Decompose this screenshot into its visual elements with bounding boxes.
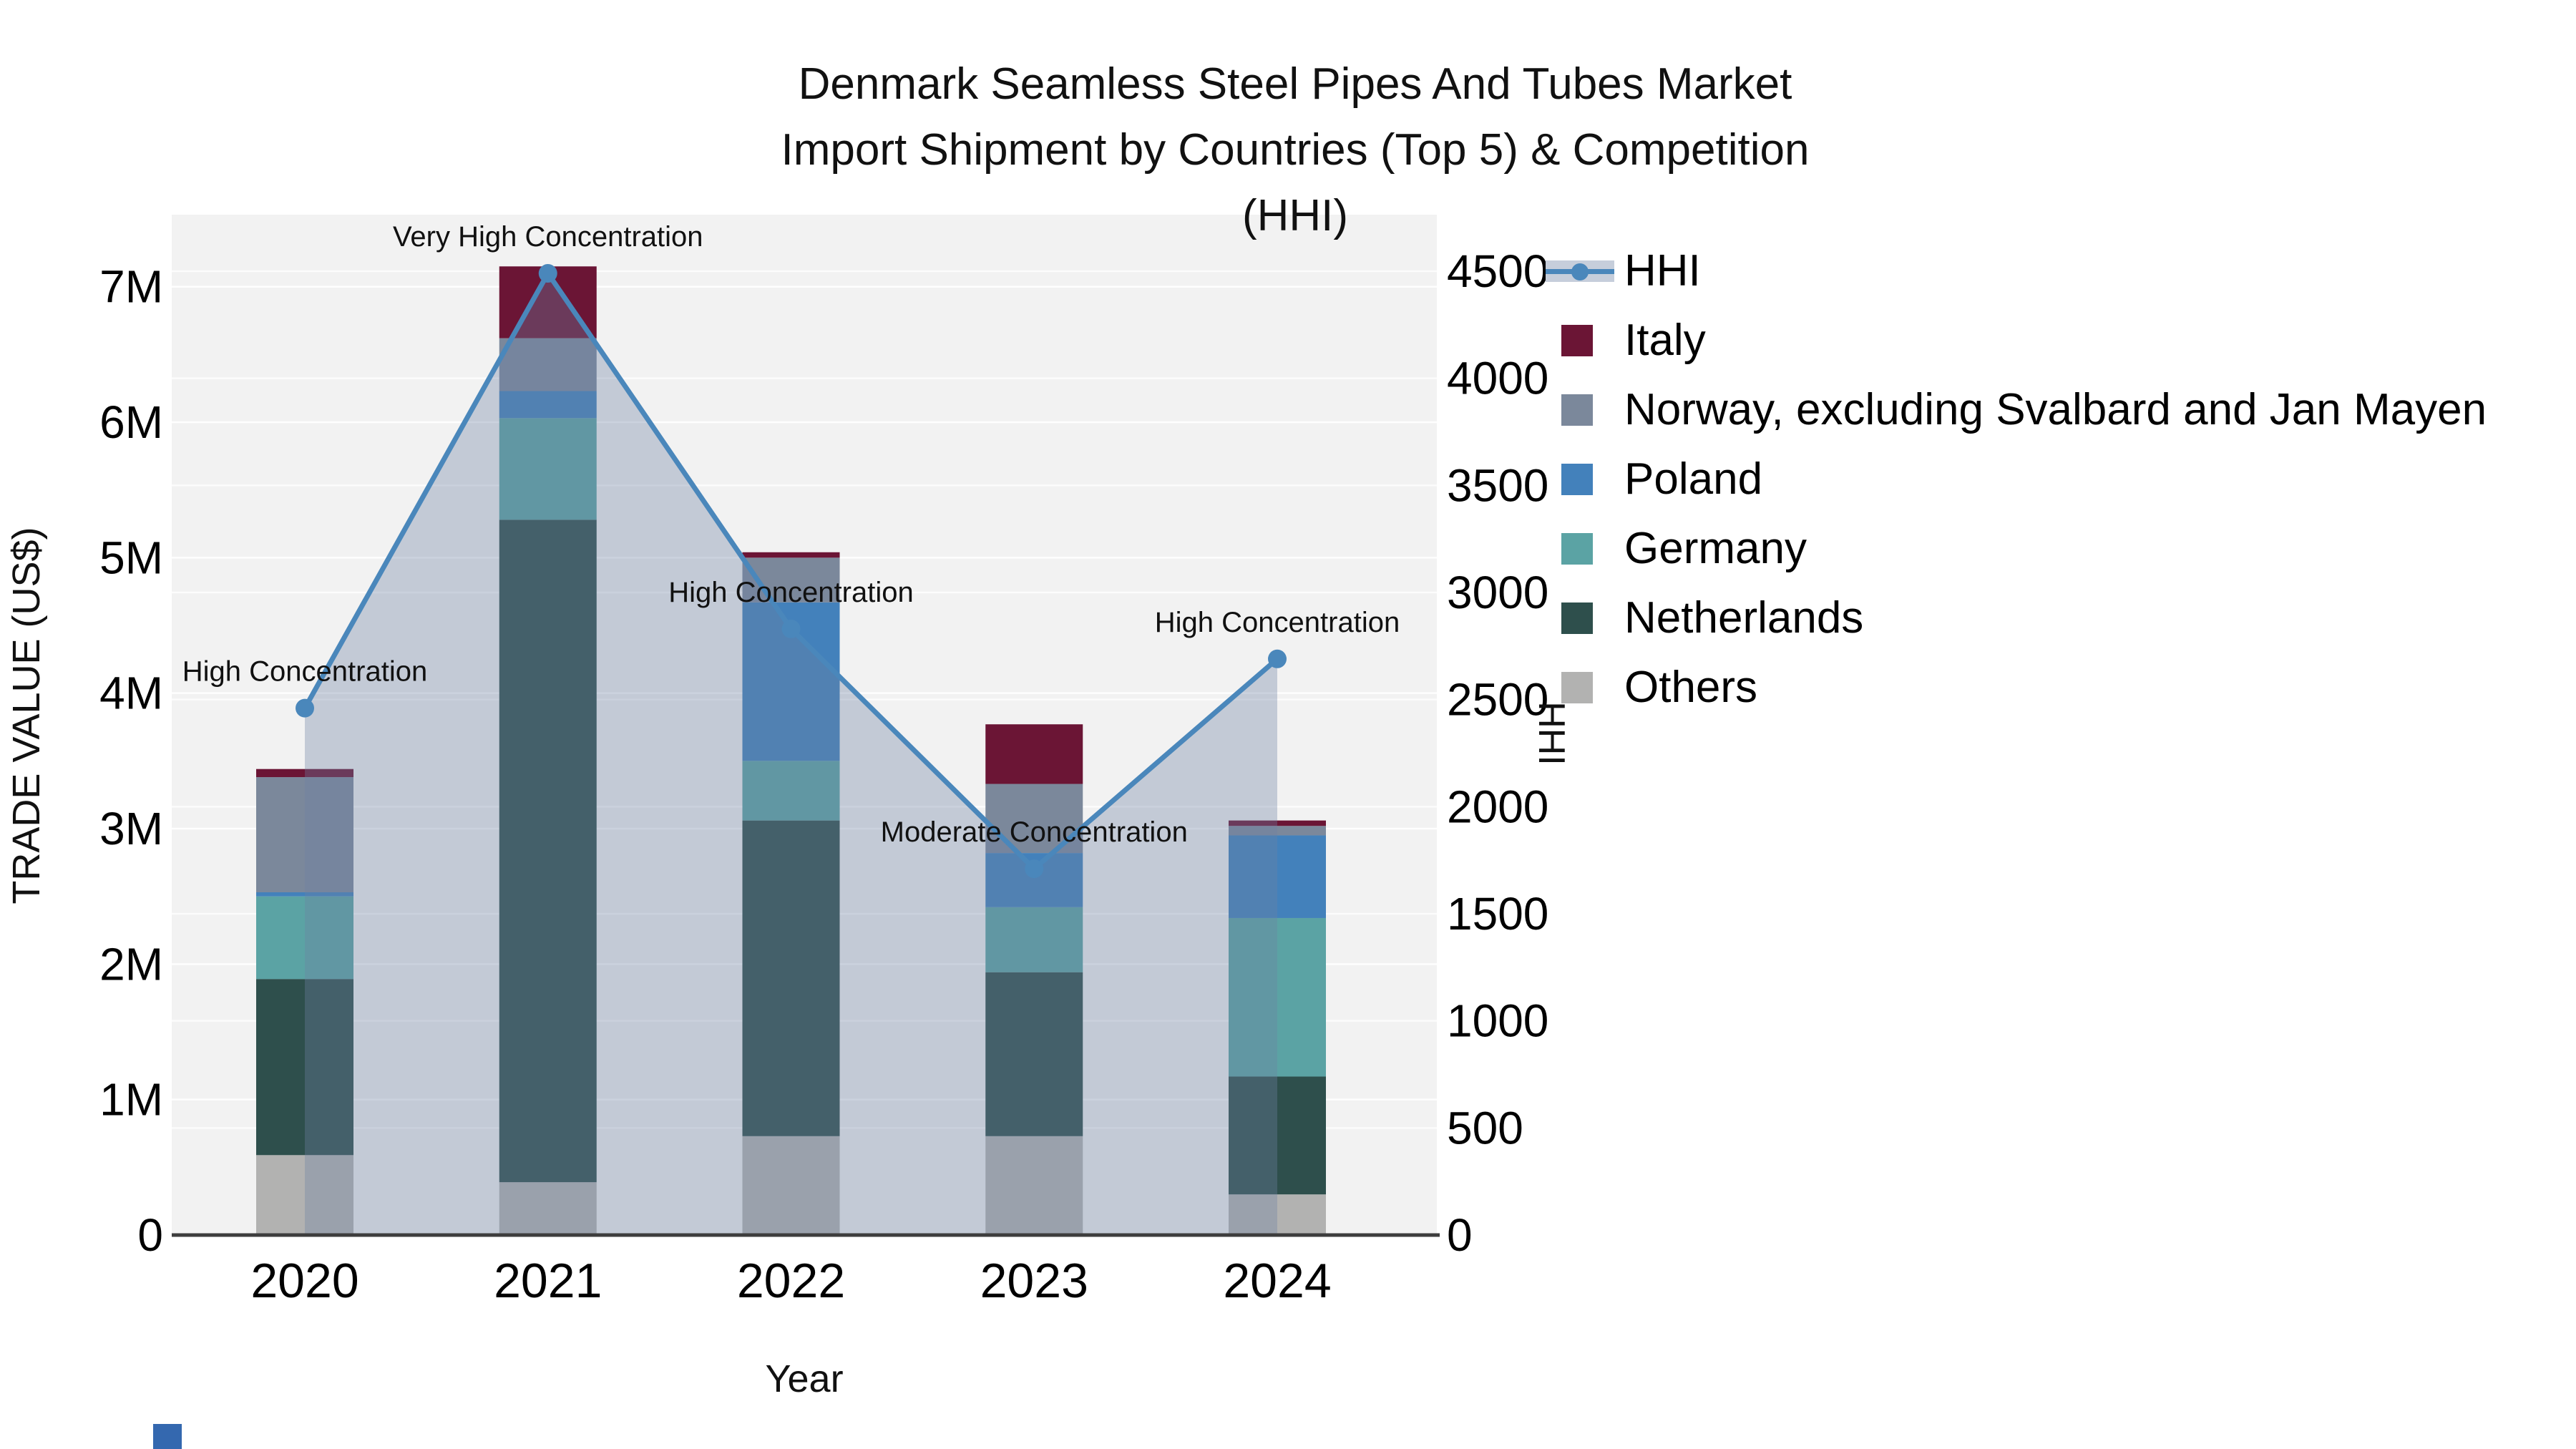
y-left-tick-5M: 5M (99, 532, 163, 583)
hhi-marker-2024 (1268, 649, 1287, 668)
y-left-tick-2M: 2M (99, 938, 163, 990)
legend-swatch-icon (1561, 602, 1593, 634)
x-tick-2022: 2022 (737, 1254, 845, 1308)
bar-segment-2023-others (985, 1136, 1083, 1235)
y-right-tick-2500: 2500 (1447, 674, 1548, 726)
bar-segment-2021-netherlands (499, 519, 597, 1183)
bar-segment-2024-netherlands (1229, 1076, 1326, 1195)
bar-segment-2023-germany (985, 907, 1083, 972)
bar-segment-2022-others (742, 1136, 840, 1235)
legend-label: Others (1624, 663, 1758, 712)
y-left-tick-7M: 7M (99, 261, 163, 313)
y-right-tick-500: 500 (1447, 1102, 1523, 1153)
legend-label: HHI (1624, 246, 1701, 296)
hhi-marker-2023 (1025, 859, 1044, 879)
y-right-tick-4000: 4000 (1447, 353, 1548, 404)
legend-label: Italy (1624, 316, 1706, 365)
bar-segment-2020-netherlands (256, 979, 353, 1156)
bar-segment-2024-poland (1229, 835, 1326, 918)
legend-item-hhi[interactable]: HHI (1546, 236, 2569, 306)
legend: HHI Italy Norway, excluding Svalbard and J… (1546, 236, 2569, 722)
legend-swatch-icon (1561, 532, 1593, 565)
bar-segment-2020-germany (256, 896, 353, 980)
annotation-2020: High Concentration (182, 656, 427, 688)
y-right-tick-3500: 3500 (1447, 459, 1548, 511)
legend-item-others[interactable]: Others (1546, 653, 2569, 722)
chart-title-line1: Denmark Seamless Steel Pipes And Tubes M… (798, 59, 1792, 109)
bar-segment-2022-netherlands (742, 820, 840, 1136)
bar-segment-2020-norway (256, 777, 353, 892)
legend-item-netherlands[interactable]: Netherlands (1546, 583, 2569, 653)
legend-swatch-icon (1561, 463, 1593, 495)
y-right-tick-3000: 3000 (1447, 567, 1548, 618)
x-axis-title: Year (765, 1357, 844, 1400)
bar-segment-2022-germany (742, 761, 840, 821)
x-tick-2024: 2024 (1223, 1254, 1331, 1308)
hhi-marker-2020 (296, 698, 314, 718)
y-left-tick-0: 0 (137, 1209, 163, 1261)
bar-segment-2020-others (256, 1155, 353, 1235)
x-tick-2021: 2021 (494, 1254, 602, 1308)
legend-label: Netherlands (1624, 593, 1864, 643)
hhi-marker-2022 (781, 619, 801, 638)
y-right-tick-2000: 2000 (1447, 781, 1548, 832)
legend-label: Norway, excluding Svalbard and Jan Mayen (1624, 385, 2487, 434)
bar-segment-2020-italy (256, 769, 353, 778)
legend-swatch-icon (1561, 394, 1593, 426)
annotation-2021: Very High Concentration (393, 221, 703, 253)
y-left-tick-4M: 4M (99, 668, 163, 719)
y-right-tick-4500: 4500 (1447, 245, 1548, 297)
legend-item-germany[interactable]: Germany (1546, 514, 2569, 583)
annotation-2022: High Concentration (668, 577, 913, 608)
annotation-2023: Moderate Concentration (881, 816, 1188, 848)
y-right-tick-0: 0 (1447, 1209, 1473, 1261)
x-tick-2023: 2023 (980, 1254, 1088, 1308)
bar-segment-2024-others (1229, 1194, 1326, 1235)
legend-item-poland[interactable]: Poland (1546, 444, 2569, 514)
y-right-tick-1000: 1000 (1447, 995, 1548, 1047)
chart-title-line2: Import Shipment by Countries (Top 5) & C… (781, 125, 1810, 240)
bar-segment-2020-poland (256, 892, 353, 897)
y-left-tick-3M: 3M (99, 803, 163, 854)
bar-segment-2024-italy (1229, 820, 1326, 826)
hhi-area-fill (305, 273, 1277, 1235)
chart-title: Denmark Seamless Steel Pipes And Tubes M… (723, 52, 1868, 249)
legend-swatch-icon (1561, 671, 1593, 703)
bar-segment-2024-germany (1229, 917, 1326, 1077)
legend-label: Germany (1624, 524, 1807, 573)
legend-item-italy[interactable]: Italy (1546, 306, 2569, 375)
bar-segment-2024-norway (1229, 826, 1326, 836)
legend-hhi-line-icon (1546, 260, 1614, 282)
hhi-marker-2021 (538, 264, 557, 283)
y-left-tick-1M: 1M (99, 1074, 163, 1126)
logo-fragment (153, 1424, 182, 1449)
bar-segment-2021-norway (499, 338, 597, 391)
legend-item-norway[interactable]: Norway, excluding Svalbard and Jan Mayen (1546, 375, 2569, 444)
bar-segment-2021-others (499, 1182, 597, 1235)
legend-swatch-icon (1561, 324, 1593, 356)
bar-segment-2023-netherlands (985, 972, 1083, 1136)
annotation-2024: High Concentration (1155, 607, 1400, 638)
bar-segment-2022-italy (742, 552, 840, 558)
legend-label: Poland (1624, 454, 1763, 504)
x-tick-2020: 2020 (250, 1254, 358, 1308)
bar-segment-2021-poland (499, 391, 597, 419)
bar-segment-2023-italy (985, 724, 1083, 784)
y-right-tick-1500: 1500 (1447, 888, 1548, 940)
y-left-tick-6M: 6M (99, 396, 163, 448)
y-axis-title-left: TRADE VALUE (US$) (5, 527, 48, 904)
bar-segment-2021-germany (499, 418, 597, 520)
